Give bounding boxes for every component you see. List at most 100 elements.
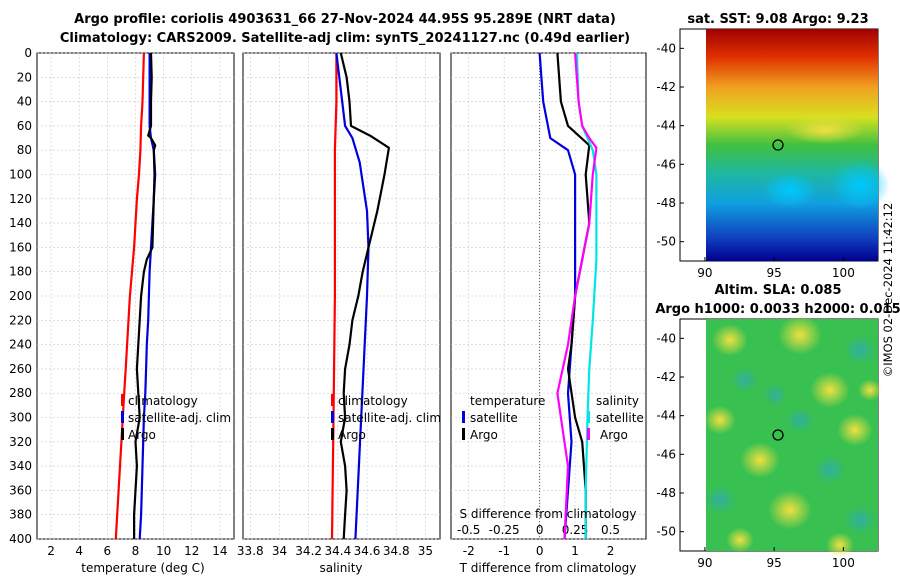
sla-map-axes: 90 95 100 -40 -42 -44 -46 -48 -50	[656, 331, 854, 570]
y-tick-label: 300	[9, 411, 32, 425]
sst-argo-location-marker	[772, 139, 784, 151]
legend-swatch-argo	[121, 428, 124, 440]
x-tick-label: 4	[75, 544, 83, 558]
y-tick-label: 160	[9, 240, 32, 254]
legend-label-argo: Argo	[128, 428, 156, 442]
sst-cool-eddy	[762, 172, 818, 208]
map-y-tick-label: -50	[656, 525, 676, 539]
x-tick-label: 2	[607, 544, 615, 558]
top-x-tick-label: 0.25	[562, 523, 589, 537]
y-tick-label: 80	[17, 143, 32, 157]
figure-title-line1: Argo profile: coriolis 4903631_66 27-Nov…	[74, 12, 616, 27]
map-y-tick-label: -50	[656, 235, 676, 249]
x-tick-label: 34.2	[295, 544, 322, 558]
credit-text: ©IMOS 02-Dec-2024 11:42:12	[881, 203, 895, 378]
legend-label-satellite: satellite-adj. clim	[128, 411, 231, 425]
map-x-tick-label: 100	[832, 556, 855, 570]
y-tick-label: 320	[9, 435, 32, 449]
y-tick-label: 220	[9, 313, 32, 327]
legend-label-satellite: satellite-adj. clim	[338, 411, 441, 425]
map-y-tick-label: -44	[656, 409, 676, 423]
legend-swatch-sal-satellite	[587, 411, 590, 423]
map-x-tick-label: 100	[832, 266, 855, 280]
top-x-tick-label: 0	[536, 523, 544, 537]
legend-swatch-sal-argo	[587, 428, 590, 440]
legend-label-temp-satellite: satellite	[470, 411, 518, 425]
temperature-xlabel: temperature (deg C)	[81, 561, 204, 575]
legend-swatch-argo	[331, 428, 334, 440]
y-tick-label: 120	[9, 192, 32, 206]
top-x-tick-label: -0.25	[489, 523, 520, 537]
x-tick-label: 34.8	[383, 544, 410, 558]
legend-swatch-temp-argo	[462, 428, 465, 440]
sla-map: 90 95 100 -40 -42 -44 -46 -48 -50	[656, 315, 882, 570]
sla-map-title-line2: Argo h1000: 0.0033 h2000: 0.015	[655, 302, 900, 317]
sla-blob	[826, 532, 854, 558]
map-x-tick-label: 95	[767, 266, 782, 280]
sla-blob	[814, 455, 846, 485]
series-line-salinity-argo	[556, 52, 598, 540]
x-tick-label: 34.4	[324, 544, 351, 558]
x-tick-label: 8	[132, 544, 140, 558]
map-x-tick-label: 90	[697, 556, 712, 570]
difference-legend: temperature satellite Argo salinity sate…	[462, 394, 644, 442]
legend-header-temperature: temperature	[470, 394, 545, 408]
x-tick-label: 35	[418, 544, 433, 558]
y-tick-label: 60	[17, 119, 32, 133]
legend-label-sal-argo: Argo	[600, 428, 628, 442]
map-y-tick-label: -46	[656, 447, 676, 461]
difference-xlabel: T difference from climatology	[459, 561, 637, 575]
sst-map-axes: 90 95 100 -40 -42 -44 -46 -48 -50	[656, 41, 854, 280]
sst-map: 90 95 100 -40 -42 -44 -46 -48 -50	[656, 28, 890, 280]
salinity-xlabel: salinity	[319, 561, 362, 575]
map-y-tick-label: -44	[656, 119, 676, 133]
x-tick-label: -1	[498, 544, 510, 558]
sla-blob	[844, 335, 876, 365]
map-y-tick-label: -42	[656, 80, 676, 94]
y-tick-label: 240	[9, 338, 32, 352]
series-line-satellite-adj-clim	[335, 52, 370, 540]
sla-blob	[778, 315, 822, 355]
series-line-climatology	[114, 52, 145, 540]
map-y-tick-label: -46	[656, 157, 676, 171]
series-line-argo	[339, 52, 390, 540]
x-tick-label: 14	[212, 544, 227, 558]
x-tick-label: 6	[104, 544, 112, 558]
sla-blob	[786, 407, 814, 433]
map-x-tick-label: 95	[767, 556, 782, 570]
x-tick-label: -2	[463, 544, 475, 558]
x-tick-label: 34.6	[354, 544, 381, 558]
sla-blob	[731, 367, 759, 393]
y-tick-label: 20	[17, 70, 32, 84]
difference-panel: -2 -1 0 1 2 -0.5 -0.25 0 0.25 0.5	[450, 52, 647, 558]
y-tick-label: 0	[24, 46, 32, 60]
map-y-tick-label: -48	[656, 196, 676, 210]
x-tick-label: 34	[272, 544, 287, 558]
temperature-legend: climatology satellite-adj. clim Argo	[121, 394, 231, 442]
y-tick-label: 380	[9, 508, 32, 522]
legend-swatch-temp-satellite	[462, 411, 465, 423]
y-tick-label: 340	[9, 459, 32, 473]
sst-cool-eddy	[830, 160, 890, 210]
sla-argo-location-marker	[772, 429, 784, 441]
series-line-temperature-satellite	[538, 52, 577, 540]
difference-top-label: S difference from climatology	[460, 507, 637, 521]
legend-header-salinity: salinity	[596, 394, 639, 408]
y-tick-label: 260	[9, 362, 32, 376]
map-y-tick-label: -40	[656, 331, 676, 345]
sla-blob	[844, 505, 876, 535]
map-y-tick-label: -40	[656, 41, 676, 55]
series-line-argo	[133, 52, 157, 539]
sla-map-title-line1: Altim. SLA: 0.085	[715, 283, 842, 298]
top-x-tick-label: -0.5	[457, 523, 480, 537]
top-x-tick-label: 0.5	[601, 523, 620, 537]
x-tick-label: 2	[47, 544, 55, 558]
figure-title-line2: Climatology: CARS2009. Satellite-adj cli…	[60, 31, 630, 46]
x-tick-label: 12	[184, 544, 199, 558]
salinity-panel: 33.8 34 34.2 34.4 34.6 34.8 35	[237, 52, 441, 558]
y-tick-label: 360	[9, 483, 32, 497]
y-tick-label: 280	[9, 386, 32, 400]
y-tick-label: 400	[9, 532, 32, 546]
salinity-legend: climatology satellite-adj. clim Argo	[331, 394, 441, 442]
sst-map-field	[706, 29, 878, 261]
